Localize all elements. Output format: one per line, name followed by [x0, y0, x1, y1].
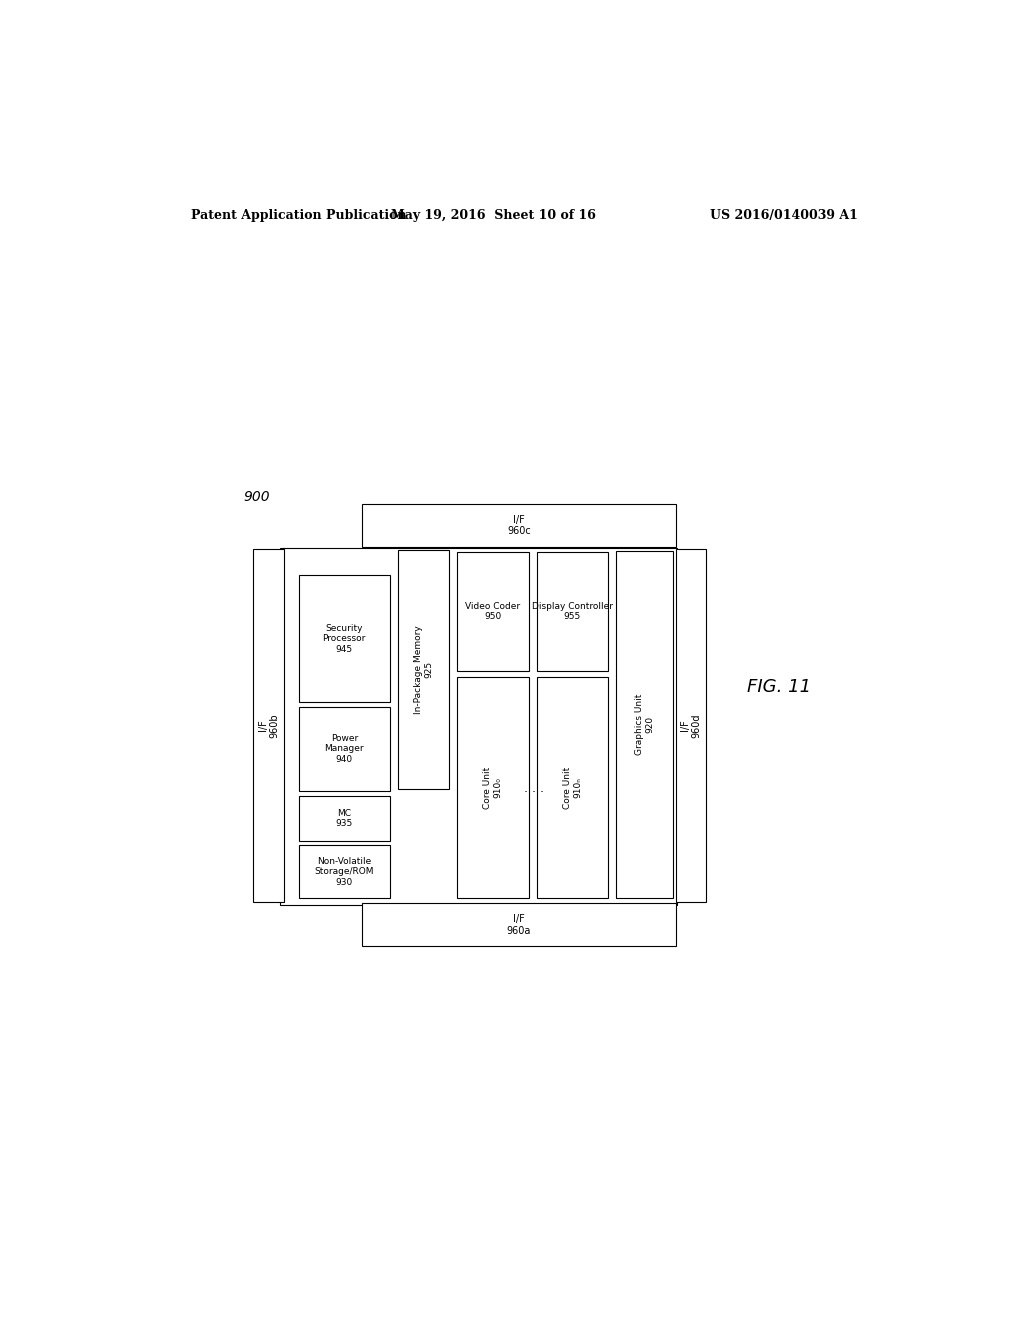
Text: Security
Processor
945: Security Processor 945: [323, 624, 366, 653]
Text: Core Unit
910₀: Core Unit 910₀: [483, 767, 503, 809]
FancyBboxPatch shape: [397, 549, 450, 788]
Text: I/F
960b: I/F 960b: [258, 713, 280, 738]
Text: Power
Manager
940: Power Manager 940: [325, 734, 365, 764]
FancyBboxPatch shape: [458, 677, 528, 899]
Text: Core Unit
910ₙ: Core Unit 910ₙ: [563, 767, 582, 809]
FancyBboxPatch shape: [253, 549, 284, 903]
FancyBboxPatch shape: [458, 552, 528, 671]
FancyBboxPatch shape: [676, 549, 706, 903]
FancyBboxPatch shape: [299, 796, 390, 841]
FancyBboxPatch shape: [299, 576, 390, 702]
Text: FIG. 11: FIG. 11: [746, 678, 811, 696]
Text: I/F
960a: I/F 960a: [507, 913, 531, 936]
Text: . . .: . . .: [523, 781, 544, 795]
FancyBboxPatch shape: [537, 677, 608, 899]
FancyBboxPatch shape: [281, 548, 677, 906]
Text: In-Package Memory
925: In-Package Memory 925: [414, 624, 433, 714]
Text: Patent Application Publication: Patent Application Publication: [191, 209, 407, 222]
Text: May 19, 2016  Sheet 10 of 16: May 19, 2016 Sheet 10 of 16: [390, 209, 596, 222]
FancyBboxPatch shape: [362, 903, 676, 946]
Text: MC
935: MC 935: [336, 809, 353, 828]
Text: 900: 900: [243, 490, 269, 504]
Text: I/F
960c: I/F 960c: [507, 515, 530, 536]
Text: Graphics Unit
920: Graphics Unit 920: [635, 694, 654, 755]
FancyBboxPatch shape: [299, 708, 390, 791]
FancyBboxPatch shape: [299, 846, 390, 899]
Text: US 2016/0140039 A1: US 2016/0140039 A1: [711, 209, 858, 222]
Text: Display Controller
955: Display Controller 955: [531, 602, 613, 620]
Text: I/F
960d: I/F 960d: [680, 713, 701, 738]
Text: Non-Volatile
Storage/ROM
930: Non-Volatile Storage/ROM 930: [314, 857, 374, 887]
FancyBboxPatch shape: [362, 504, 676, 546]
Text: Video Coder
950: Video Coder 950: [466, 602, 520, 620]
FancyBboxPatch shape: [616, 550, 673, 899]
FancyBboxPatch shape: [537, 552, 608, 671]
